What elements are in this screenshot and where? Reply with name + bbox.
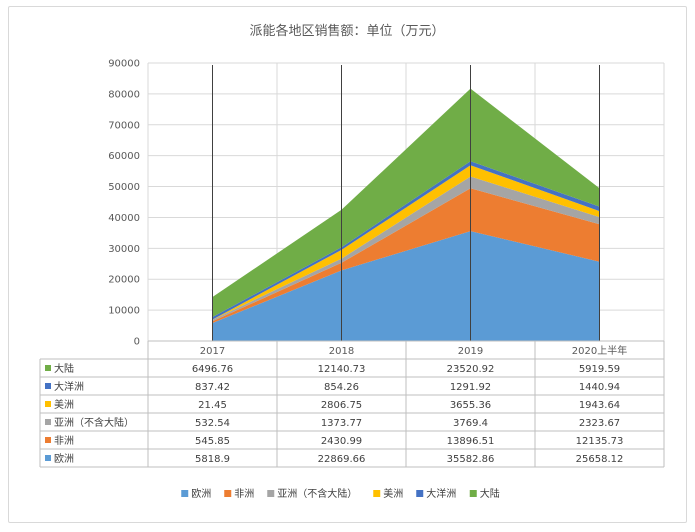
data-label: 3769.4 bbox=[453, 418, 488, 429]
data-label: 854.26 bbox=[324, 382, 359, 393]
area-series bbox=[212, 65, 600, 341]
data-label: 2430.99 bbox=[321, 436, 362, 447]
table-series-label: 非洲 bbox=[54, 435, 74, 447]
data-label: 12135.73 bbox=[576, 436, 624, 447]
data-label: 837.42 bbox=[195, 382, 230, 393]
y-tick-label: 10000 bbox=[108, 306, 140, 317]
legend-entry: 大洋洲 bbox=[426, 487, 456, 500]
data-label: 22869.66 bbox=[318, 454, 366, 465]
area-欧洲 bbox=[212, 231, 600, 341]
legend-key-欧洲 bbox=[45, 455, 51, 461]
legend-key-亚洲（不含大陆） bbox=[45, 419, 51, 425]
data-label: 23520.92 bbox=[447, 364, 495, 375]
legend-entry: 非洲 bbox=[234, 488, 254, 500]
legend-key-大洋洲 bbox=[45, 383, 51, 389]
table-series-label: 大陆 bbox=[54, 362, 74, 375]
data-label: 1440.94 bbox=[579, 382, 620, 393]
legend-swatch-欧洲 bbox=[181, 490, 189, 497]
data-label: 35582.86 bbox=[447, 454, 495, 465]
category-label: 2020上半年 bbox=[572, 344, 627, 357]
legend-key-美洲 bbox=[45, 401, 51, 407]
data-label: 12140.73 bbox=[318, 364, 366, 375]
y-tick-label: 80000 bbox=[108, 89, 140, 100]
legend-swatch-大陆 bbox=[469, 490, 477, 497]
y-tick-label: 60000 bbox=[108, 151, 140, 162]
data-label: 2323.67 bbox=[579, 418, 620, 429]
y-axis: 0 10000 20000 30000 40000 50000 60000 70000 8000… bbox=[108, 59, 140, 348]
table-series-label: 亚洲（不含大陆） bbox=[54, 416, 134, 429]
data-label: 13896.51 bbox=[447, 436, 495, 447]
legend: 欧洲 非洲 亚洲（不含大陆） 美洲 大洋洲 大陆 bbox=[181, 487, 500, 500]
legend-key-非洲 bbox=[45, 437, 51, 443]
data-label: 1291.92 bbox=[450, 382, 491, 393]
y-tick-label: 70000 bbox=[108, 120, 140, 131]
category-label: 2017 bbox=[200, 346, 225, 357]
category-label: 2018 bbox=[329, 346, 354, 357]
data-label: 21.45 bbox=[198, 400, 227, 411]
data-label: 545.85 bbox=[195, 436, 230, 447]
data-label: 1943.64 bbox=[579, 400, 620, 411]
table-series-label: 美洲 bbox=[54, 398, 74, 411]
legend-swatch-美洲 bbox=[373, 490, 381, 497]
category-label: 2019 bbox=[458, 346, 483, 357]
data-label: 532.54 bbox=[195, 418, 230, 429]
y-tick-label: 90000 bbox=[108, 59, 140, 70]
legend-entry: 亚洲（不含大陆） bbox=[277, 487, 357, 500]
y-tick-label: 30000 bbox=[108, 244, 140, 255]
legend-swatch-大洋洲 bbox=[416, 490, 424, 497]
legend-entry: 欧洲 bbox=[191, 488, 211, 500]
data-label: 25658.12 bbox=[576, 454, 624, 465]
y-tick-label: 40000 bbox=[108, 213, 140, 224]
y-tick-label: 50000 bbox=[108, 182, 140, 193]
data-label: 5818.9 bbox=[195, 454, 230, 465]
legend-key-大陆 bbox=[45, 365, 51, 371]
data-label: 6496.76 bbox=[192, 364, 233, 375]
table-series-label: 欧洲 bbox=[54, 453, 74, 465]
legend-swatch-亚洲（不含大陆） bbox=[267, 490, 275, 497]
area-非洲 bbox=[212, 188, 600, 323]
y-tick-label: 0 bbox=[134, 337, 140, 348]
data-label: 5919.59 bbox=[579, 364, 620, 375]
legend-swatch-非洲 bbox=[224, 490, 232, 497]
legend-entry: 大陆 bbox=[480, 487, 500, 500]
data-label: 1373.77 bbox=[321, 418, 362, 429]
data-label: 3655.36 bbox=[450, 400, 491, 411]
table-series-label: 大洋洲 bbox=[54, 380, 84, 393]
chart-title: 派能各地区销售额：单位（万元） bbox=[249, 23, 444, 39]
data-label: 2806.75 bbox=[321, 400, 362, 411]
legend-entry: 美洲 bbox=[383, 487, 403, 500]
y-tick-label: 20000 bbox=[108, 275, 140, 286]
area-大陆 bbox=[212, 88, 600, 317]
